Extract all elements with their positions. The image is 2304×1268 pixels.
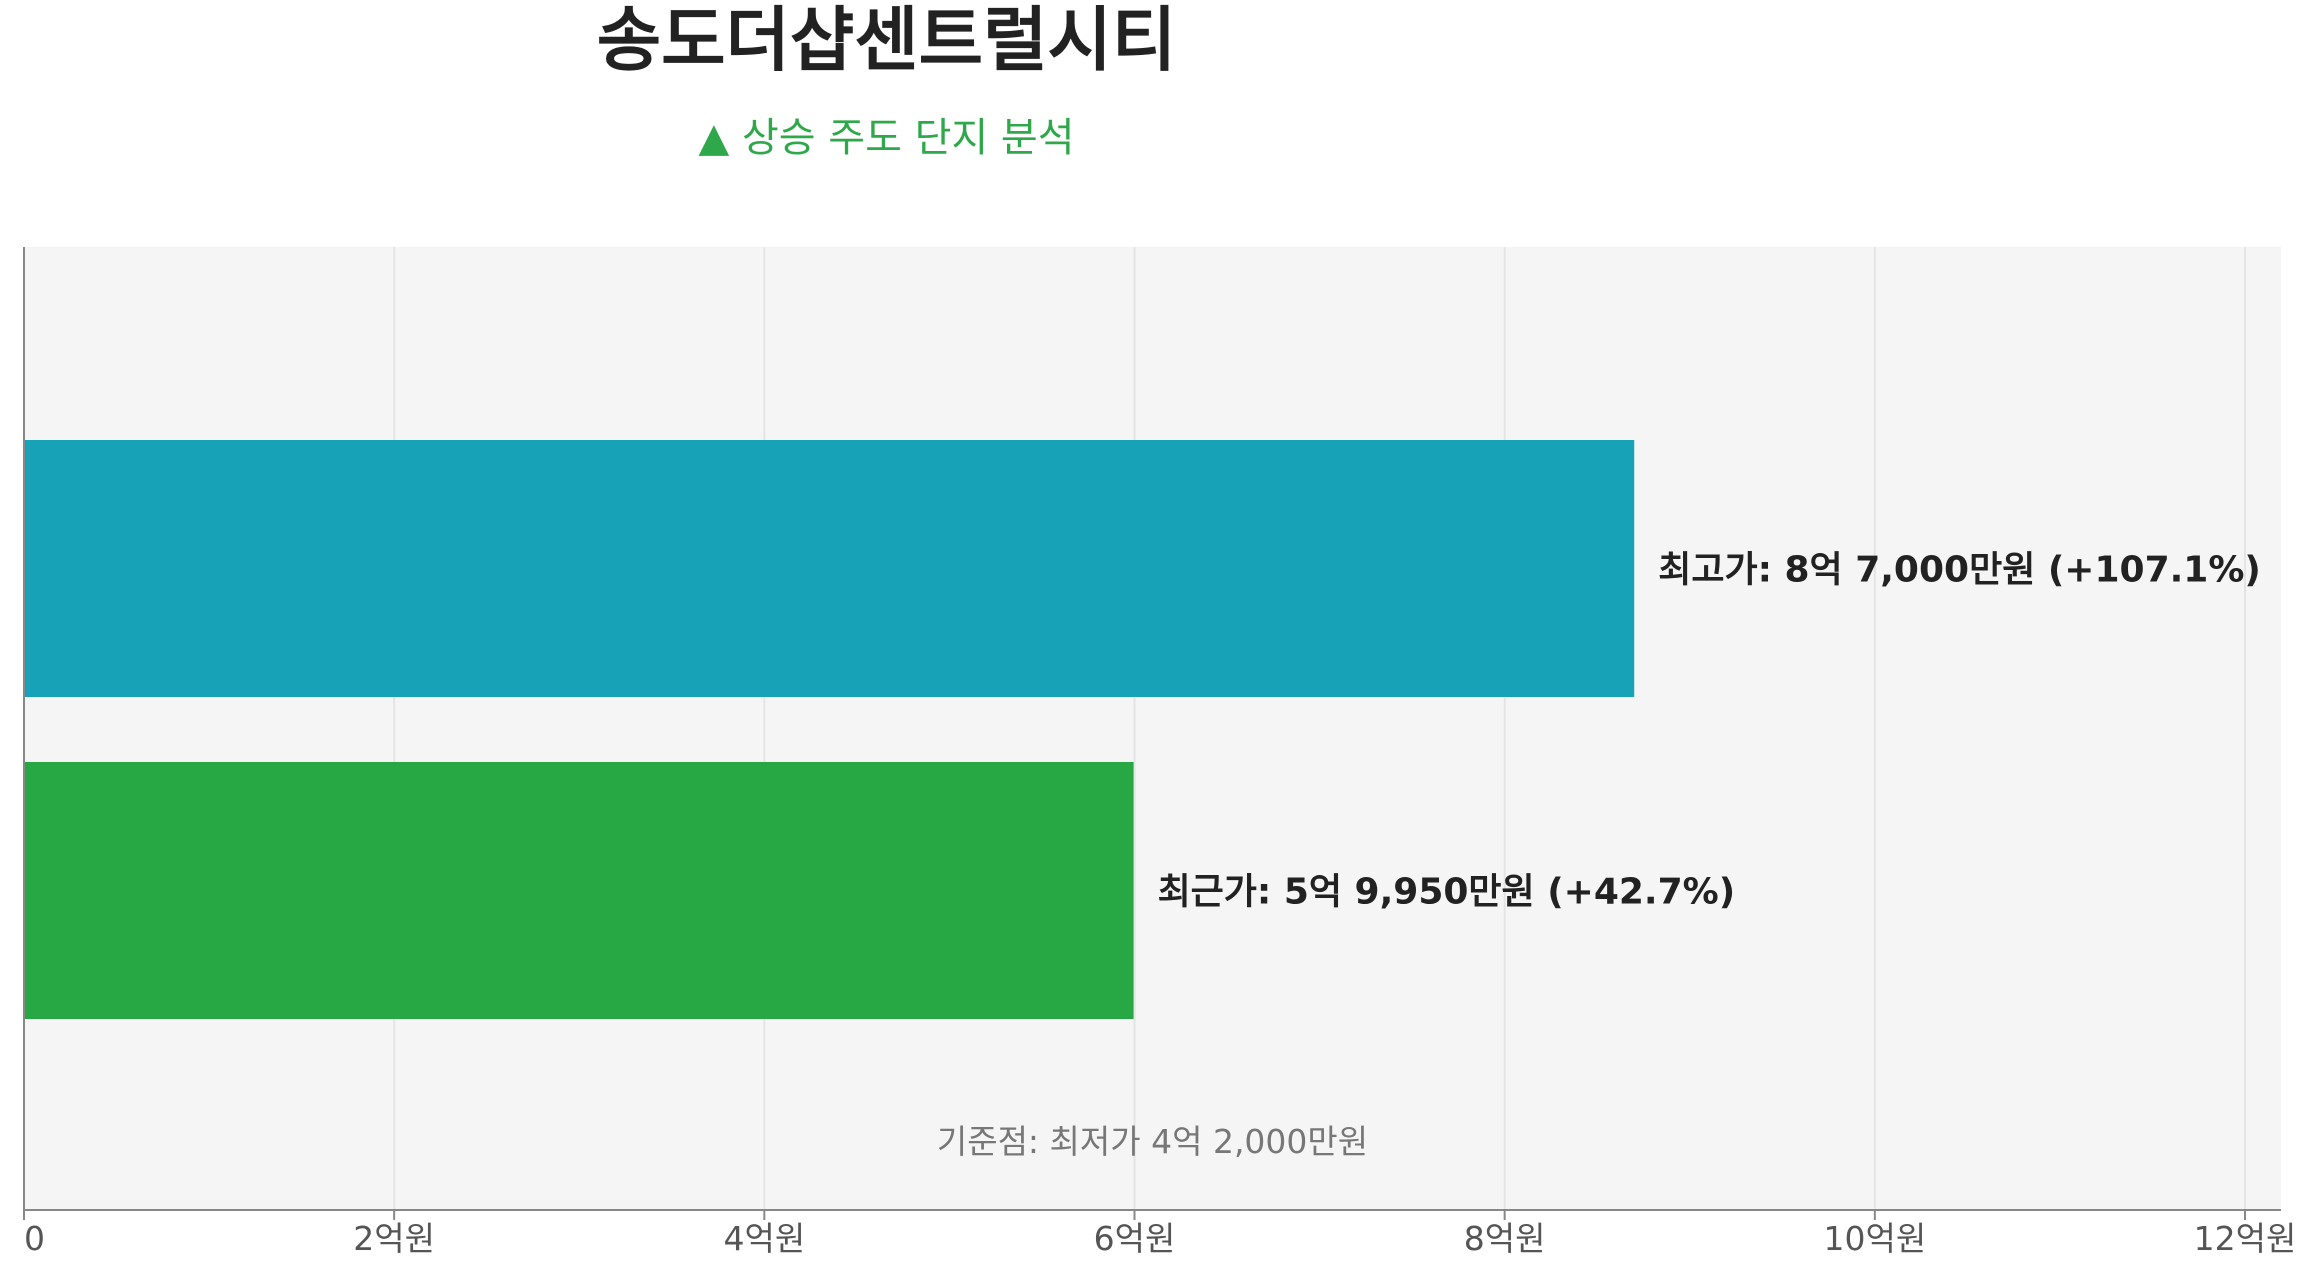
bar-highest-price <box>24 440 1635 697</box>
x-tick-label: 4억원 <box>723 1219 805 1258</box>
x-axis-ticks: 0 2억원 4억원 6억원 8억원 10억원 12억원 <box>23 1210 2297 1258</box>
x-tick-label: 6억원 <box>1094 1219 1176 1258</box>
bar-label-highest-price: 최고가: 8억 7,000만원 (+107.1%) <box>1658 550 2261 591</box>
x-tick-label: 8억원 <box>1464 1219 1546 1258</box>
x-tick-label: 0 <box>24 1219 45 1258</box>
bar-recent-price <box>24 762 1134 1019</box>
bar-label-recent-price: 최근가: 5억 9,950만원 (+42.7%) <box>1158 872 1736 913</box>
bars-group <box>24 440 1635 1019</box>
bar-labels-group: 최고가: 8억 7,000만원 (+107.1%) 최근가: 5억 9,950만원… <box>1158 550 2261 913</box>
grid-lines <box>393 247 2246 1210</box>
x-tick-label: 12억원 <box>2194 1219 2297 1258</box>
chart-title: 송도더샵센트럴시티 <box>596 0 1177 81</box>
baseline-annotation: 기준점: 최저가 4억 2,000만원 <box>937 1122 1368 1161</box>
x-tick-label: 10억원 <box>1823 1219 1926 1258</box>
x-tick-label: 2억원 <box>353 1219 435 1258</box>
plot-background <box>24 247 2281 1210</box>
chart-subtitle: ▲ 상승 주도 단지 분석 <box>698 115 1075 161</box>
